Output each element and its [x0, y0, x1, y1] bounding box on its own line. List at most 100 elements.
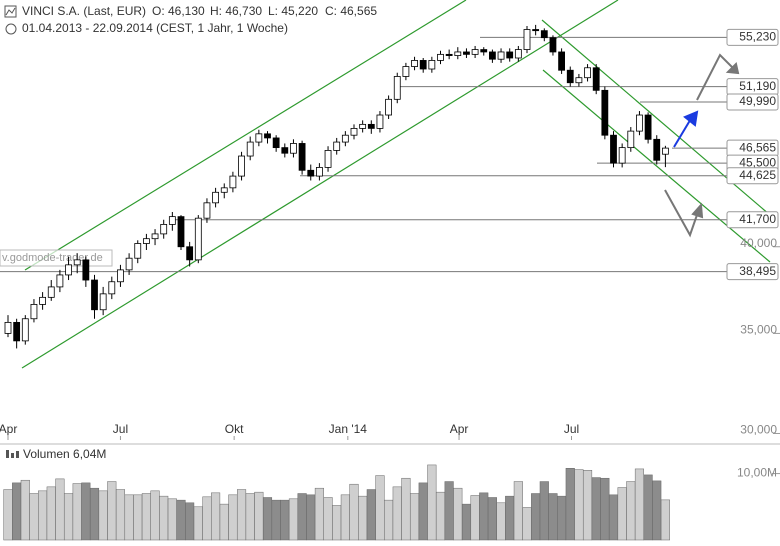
volume-bar — [262, 497, 273, 541]
volume-bar — [64, 493, 74, 541]
candle-body — [39, 296, 46, 305]
volume-bar — [461, 503, 471, 541]
candle-body — [315, 167, 323, 177]
channel-lower — [21, 0, 619, 369]
candle-body — [523, 29, 531, 50]
volume-bar — [38, 490, 48, 541]
candle-body — [281, 147, 289, 154]
candle-body — [385, 98, 393, 116]
header: VINCI S.A. (Last, EUR) O: 46,130 H: 46,7… — [4, 4, 377, 35]
volume-bar — [98, 490, 108, 541]
volume-bar — [46, 486, 56, 541]
arrow-blue — [673, 116, 693, 148]
candle-body — [549, 37, 557, 53]
volume-bar — [392, 486, 402, 541]
candle-body — [142, 238, 150, 244]
candle-body — [454, 51, 462, 56]
candle-body — [117, 269, 124, 283]
candle-body — [480, 49, 488, 53]
x-tick-label: Jan '14 — [329, 422, 368, 436]
volume-bar — [496, 502, 506, 541]
candle-body — [160, 224, 168, 235]
volume-bar — [228, 494, 238, 541]
volume-bar — [167, 498, 177, 541]
volume-bar — [237, 489, 247, 541]
volume-bar — [20, 479, 30, 541]
candle-body — [359, 123, 367, 129]
volume-bar — [89, 487, 100, 541]
volume-bar — [600, 477, 610, 541]
volume-bar — [652, 480, 662, 541]
volume-bar — [297, 493, 307, 541]
candle-body — [402, 66, 410, 77]
volume-bar — [254, 491, 264, 541]
candle-body — [65, 264, 72, 276]
level-label: 41,700 — [739, 212, 776, 226]
high-label: H: 46,730 — [210, 4, 262, 18]
volume-icon — [16, 451, 19, 458]
candle-body — [437, 53, 444, 61]
volume-title: Volumen 6,04M — [23, 447, 106, 461]
candle-body — [575, 77, 583, 84]
candle-body — [194, 217, 202, 261]
candle-body — [636, 114, 643, 132]
volume-bar — [323, 497, 333, 541]
candle-body — [463, 51, 470, 55]
candle-body — [488, 51, 496, 60]
arrow-head — [725, 62, 740, 75]
volume-bar — [591, 477, 601, 541]
volume-bar — [574, 469, 584, 541]
volume-bar — [366, 489, 376, 541]
level-label: 44,625 — [739, 168, 776, 182]
channel-upper — [24, 0, 467, 271]
level-box — [726, 211, 779, 229]
candle-body — [229, 175, 237, 189]
volume-bar — [539, 481, 549, 541]
volume-bar — [557, 495, 567, 541]
down-channel-lower — [542, 69, 771, 263]
volume-bar — [245, 493, 255, 541]
period: 01.04.2013 - 22.09.2014 (CEST, 1 Jahr, 1… — [22, 21, 288, 35]
candle-body — [592, 67, 600, 91]
volume-bar — [211, 492, 221, 541]
candle-body — [82, 259, 90, 281]
volume-bar — [55, 478, 65, 541]
arrows — [664, 53, 740, 238]
level-label: 55,230 — [739, 30, 776, 44]
volume-icon — [6, 450, 9, 458]
level-label: 49,990 — [739, 94, 776, 108]
candle-body — [333, 141, 341, 151]
level-box — [726, 93, 779, 111]
clock-icon — [5, 23, 17, 35]
candle-body — [653, 138, 661, 161]
x-tick-label: Okt — [225, 422, 244, 436]
candle-body — [367, 123, 375, 129]
x-tick-label: Apr — [0, 422, 17, 436]
volume-bar — [271, 499, 281, 541]
y-tick-label: 35,000 — [740, 323, 777, 337]
candle-body — [151, 233, 159, 240]
volume-bar — [435, 491, 446, 541]
candle-body — [601, 89, 609, 136]
volume-bar — [643, 474, 653, 541]
candle-body — [4, 321, 12, 334]
arrow-head — [683, 110, 699, 127]
volume-bar — [176, 499, 186, 541]
volume-bar — [332, 505, 342, 541]
volume-bar — [314, 487, 324, 541]
volume-bar — [219, 503, 229, 541]
candle-body — [108, 281, 116, 295]
candle-body — [497, 51, 505, 60]
volume-bar — [185, 502, 195, 541]
candle-body — [134, 243, 142, 259]
volume-bar — [513, 481, 523, 541]
volume-bar — [470, 495, 480, 541]
y-tick-label: 30,000 — [740, 423, 777, 437]
candle-body — [56, 274, 64, 288]
level-box — [726, 263, 779, 281]
x-tick-label: Apr — [450, 422, 469, 436]
level-label: 38,495 — [739, 264, 776, 278]
candle-body — [298, 143, 306, 171]
volume-bar — [479, 492, 489, 541]
